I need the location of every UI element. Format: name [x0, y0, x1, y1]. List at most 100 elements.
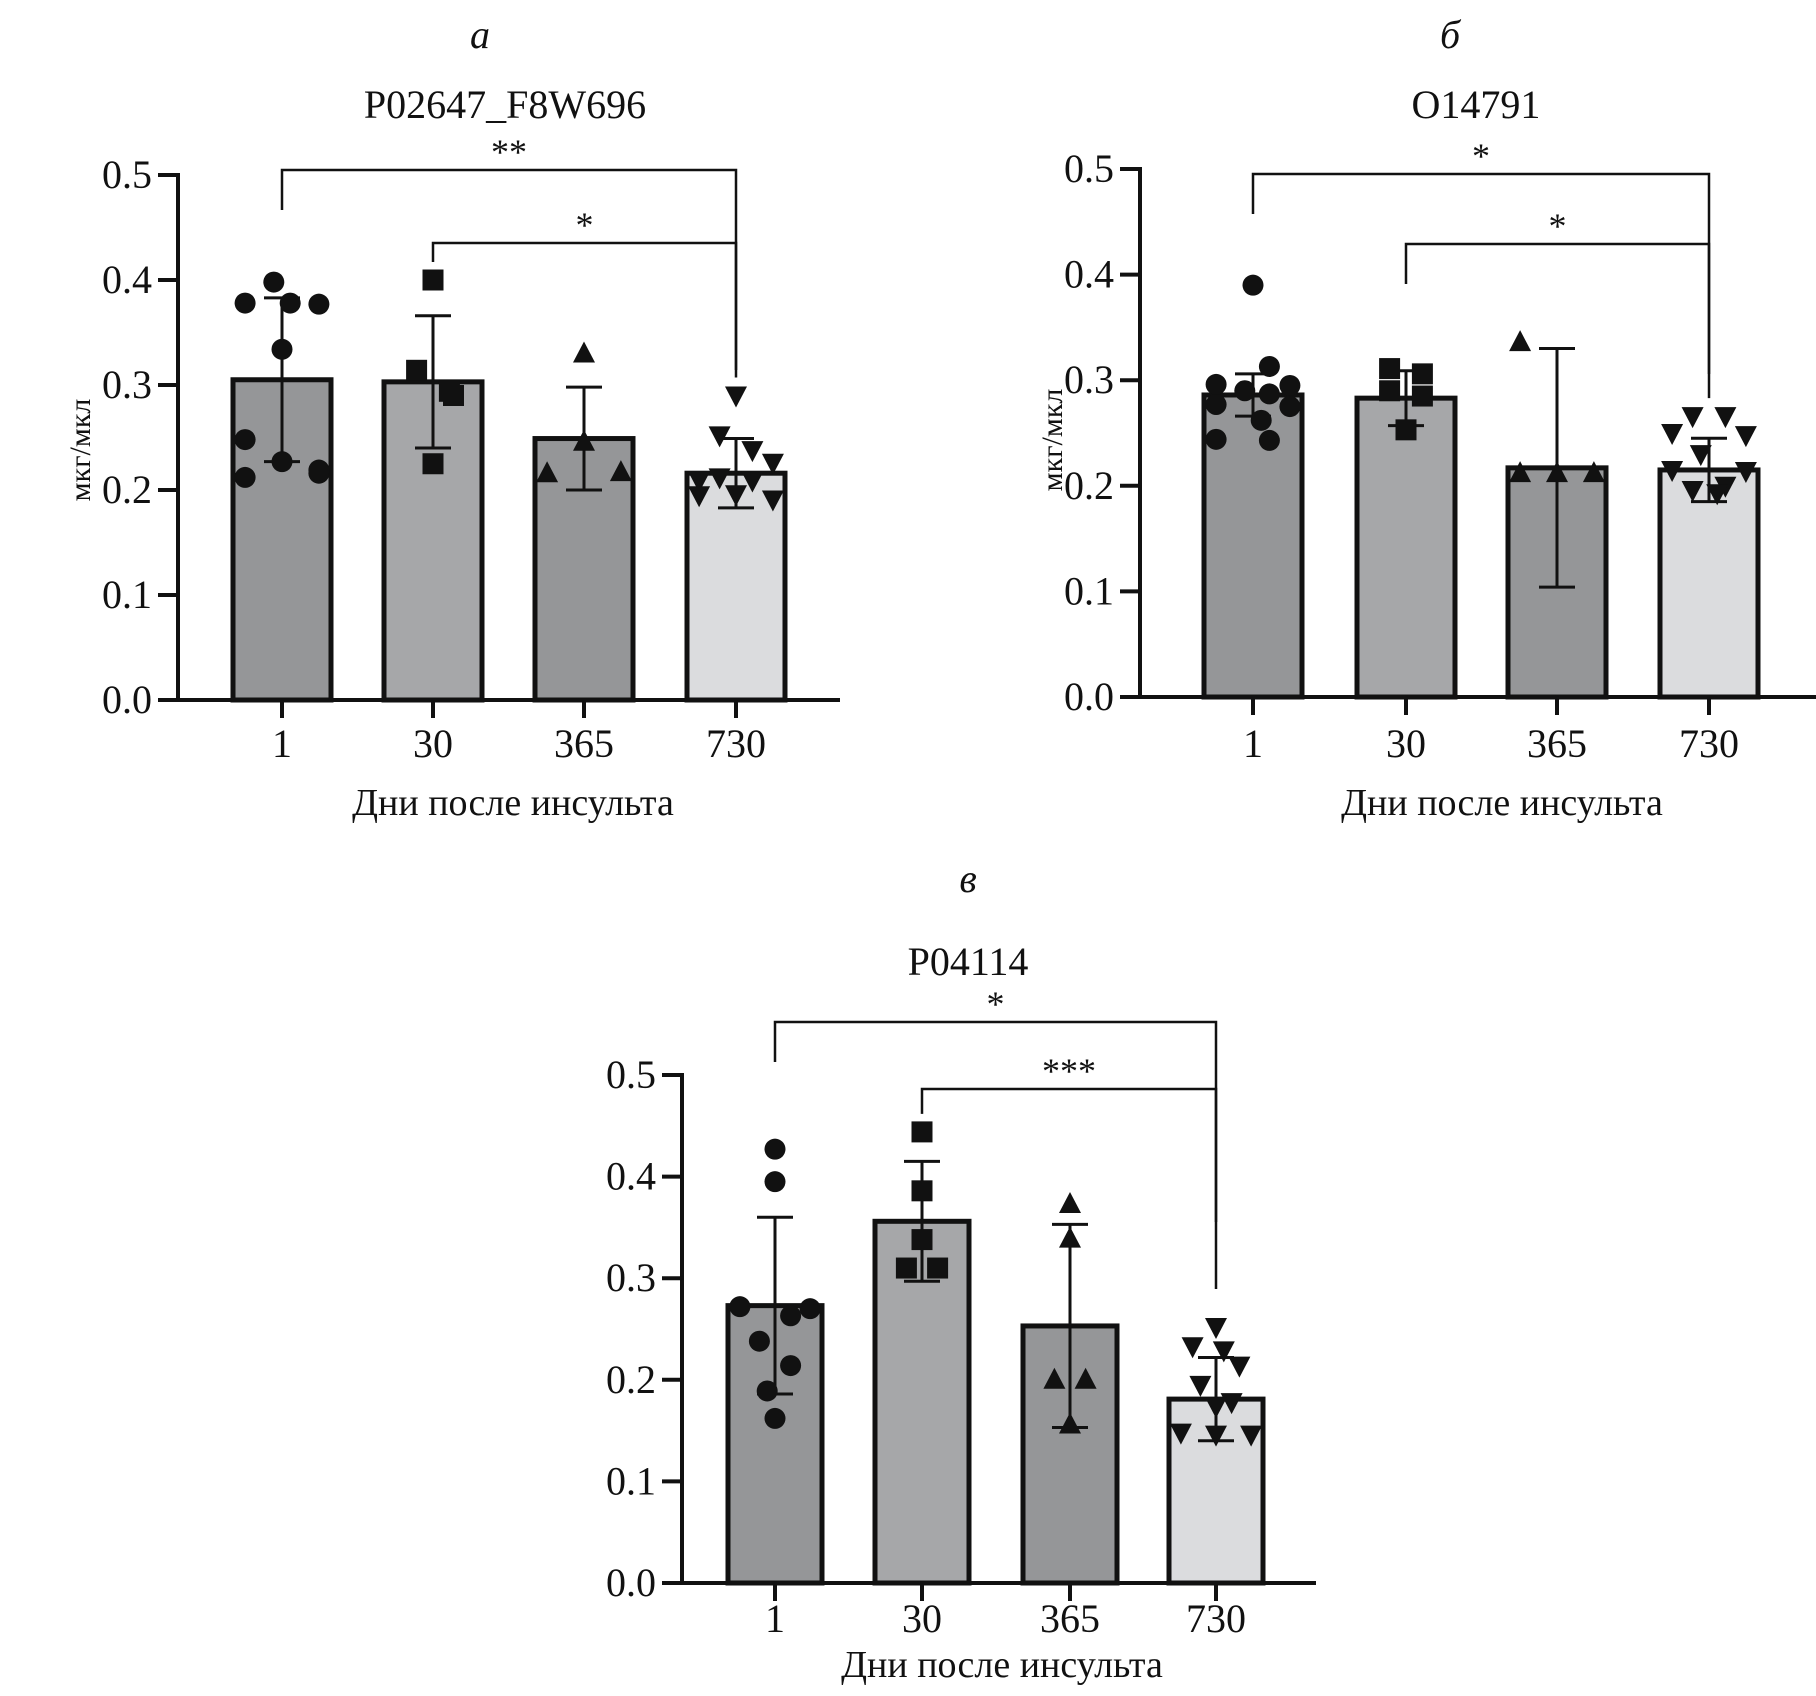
- data-point-circle: [1242, 274, 1264, 296]
- panel-label: б: [1440, 12, 1462, 57]
- data-point-triangle-up: [1074, 1367, 1097, 1389]
- chart-title: O14791: [1412, 82, 1541, 127]
- x-axis-label: Дни после инсульта: [841, 1644, 1163, 1686]
- significance-bracket: [1404, 242, 1711, 399]
- x-tick-label: 30: [902, 1596, 942, 1641]
- x-axis-label: Дни после инсульта: [352, 782, 674, 824]
- y-tick-label: 0.4: [102, 257, 152, 302]
- data-point-square: [1379, 358, 1401, 380]
- data-point-circle: [271, 451, 293, 473]
- y-tick-label: 0.2: [102, 467, 152, 512]
- data-point-triangle-down: [688, 471, 711, 493]
- y-tick-label: 0.3: [102, 362, 152, 407]
- significance-bracket: [1251, 172, 1711, 374]
- data-point-triangle-up: [609, 460, 632, 482]
- data-point-triangle-down: [761, 490, 784, 512]
- data-point-triangle-down: [1189, 1375, 1212, 1397]
- bar-730: [1657, 467, 1761, 700]
- x-tick-label: 365: [1527, 721, 1587, 766]
- y-tick-label: 0.1: [102, 572, 152, 617]
- significance-label: **: [491, 132, 527, 172]
- y-axis-label: мкг/мкл: [1036, 389, 1069, 492]
- data-point-circle: [780, 1355, 802, 1377]
- x-tick-label: 30: [1386, 721, 1426, 766]
- x-tick-label: 365: [1040, 1596, 1100, 1641]
- data-point-triangle-down: [725, 386, 747, 408]
- data-point-triangle-down: [1661, 424, 1684, 445]
- data-point-square: [406, 359, 428, 381]
- data-point-triangle-down: [1205, 1425, 1227, 1447]
- data-point-circle: [1205, 393, 1227, 415]
- data-point-square: [927, 1257, 949, 1279]
- data-point-triangle-down: [708, 468, 731, 490]
- data-point-circle: [1279, 396, 1301, 418]
- plot-area: 0.0 0.1 0.2 0.3 0.4 0.5 1 30 365 730 * *: [1064, 136, 1816, 766]
- y-tick-label: 0.5: [1064, 146, 1114, 191]
- data-point-triangle-up: [1509, 330, 1532, 352]
- data-point-square: [422, 453, 444, 475]
- data-point-triangle-up: [1582, 461, 1605, 483]
- data-point-triangle-up: [1546, 461, 1568, 483]
- y-axis-label: мкг/мкл: [64, 399, 97, 502]
- significance-label: ***: [1042, 1051, 1096, 1091]
- bar-730: [684, 470, 788, 703]
- panel-label: а: [470, 12, 490, 57]
- y-tick-label: 0.3: [606, 1255, 656, 1300]
- data-point-circle: [1258, 383, 1280, 405]
- data-point-triangle-down: [1714, 407, 1737, 429]
- y-tick-label: 0.0: [1064, 674, 1114, 719]
- data-point-circle: [1250, 409, 1272, 431]
- chart-panel-b: б O14791 мкг/мкл Дни после инсульта 0.0 0…: [1036, 12, 1816, 824]
- data-point-triangle-down: [1240, 1425, 1263, 1447]
- data-point-circle: [729, 1296, 751, 1318]
- data-point-square: [895, 1257, 917, 1279]
- data-point-triangle-down: [1228, 1356, 1251, 1378]
- data-point-triangle-down: [688, 486, 711, 508]
- data-point-circle: [1258, 355, 1280, 377]
- data-point-square: [911, 1180, 933, 1202]
- data-point-triangle-down: [1681, 481, 1704, 503]
- data-point-circle: [756, 1380, 778, 1402]
- data-point-circle: [234, 466, 256, 488]
- data-point-triangle-down: [1169, 1423, 1192, 1445]
- data-point-circle: [1258, 429, 1280, 451]
- x-tick-label: 1: [272, 721, 292, 766]
- data-point-square: [1395, 419, 1417, 441]
- data-point-square: [911, 1121, 933, 1143]
- data-point-triangle-up: [1059, 1192, 1081, 1214]
- data-point-circle: [234, 429, 256, 451]
- x-tick-label: 1: [1243, 721, 1263, 766]
- x-tick-label: 30: [413, 721, 453, 766]
- y-tick-label: 0.2: [1064, 463, 1114, 508]
- chart-panel-c: в P04114 Дни после инсульта 0.0 0.1 0.2 0.3…: [606, 856, 1316, 1686]
- data-point-triangle-down: [741, 471, 764, 493]
- x-tick-label: 730: [1679, 721, 1739, 766]
- y-tick-label: 0.5: [102, 152, 152, 197]
- data-point-circle: [764, 1171, 786, 1193]
- data-point-circle: [764, 1138, 786, 1160]
- data-point-circle: [1234, 380, 1256, 402]
- data-point-triangle-up: [1059, 1226, 1081, 1248]
- data-point-circle: [271, 338, 293, 360]
- data-point-circle: [279, 292, 301, 314]
- significance-bracket: [920, 1087, 1218, 1289]
- data-point-triangle-down: [1181, 1337, 1204, 1359]
- data-point-square: [1411, 363, 1433, 385]
- data-point-circle: [1279, 374, 1301, 396]
- y-tick-label: 0.3: [1064, 357, 1114, 402]
- significance-label: *: [1549, 206, 1567, 246]
- data-point-circle: [799, 1298, 821, 1320]
- plot-area: 0.00.10.20.30.40.51 30 365 730***: [102, 132, 840, 766]
- data-point-triangle-down: [1681, 407, 1704, 429]
- x-axis-label: Дни после инсульта: [1341, 782, 1663, 824]
- significance-bracket: [431, 241, 738, 378]
- plot-area: 0.00.10.20.30.40.51 30 365 730****: [606, 984, 1316, 1641]
- data-point-square: [422, 269, 444, 291]
- y-tick-label: 0.4: [1064, 252, 1114, 297]
- data-point-triangle-down: [1661, 460, 1684, 482]
- data-point-triangle-down: [1205, 1317, 1227, 1339]
- data-point-triangle-up: [573, 429, 595, 451]
- significance-bracket: [773, 1020, 1218, 1222]
- y-tick-label: 0.1: [606, 1458, 656, 1503]
